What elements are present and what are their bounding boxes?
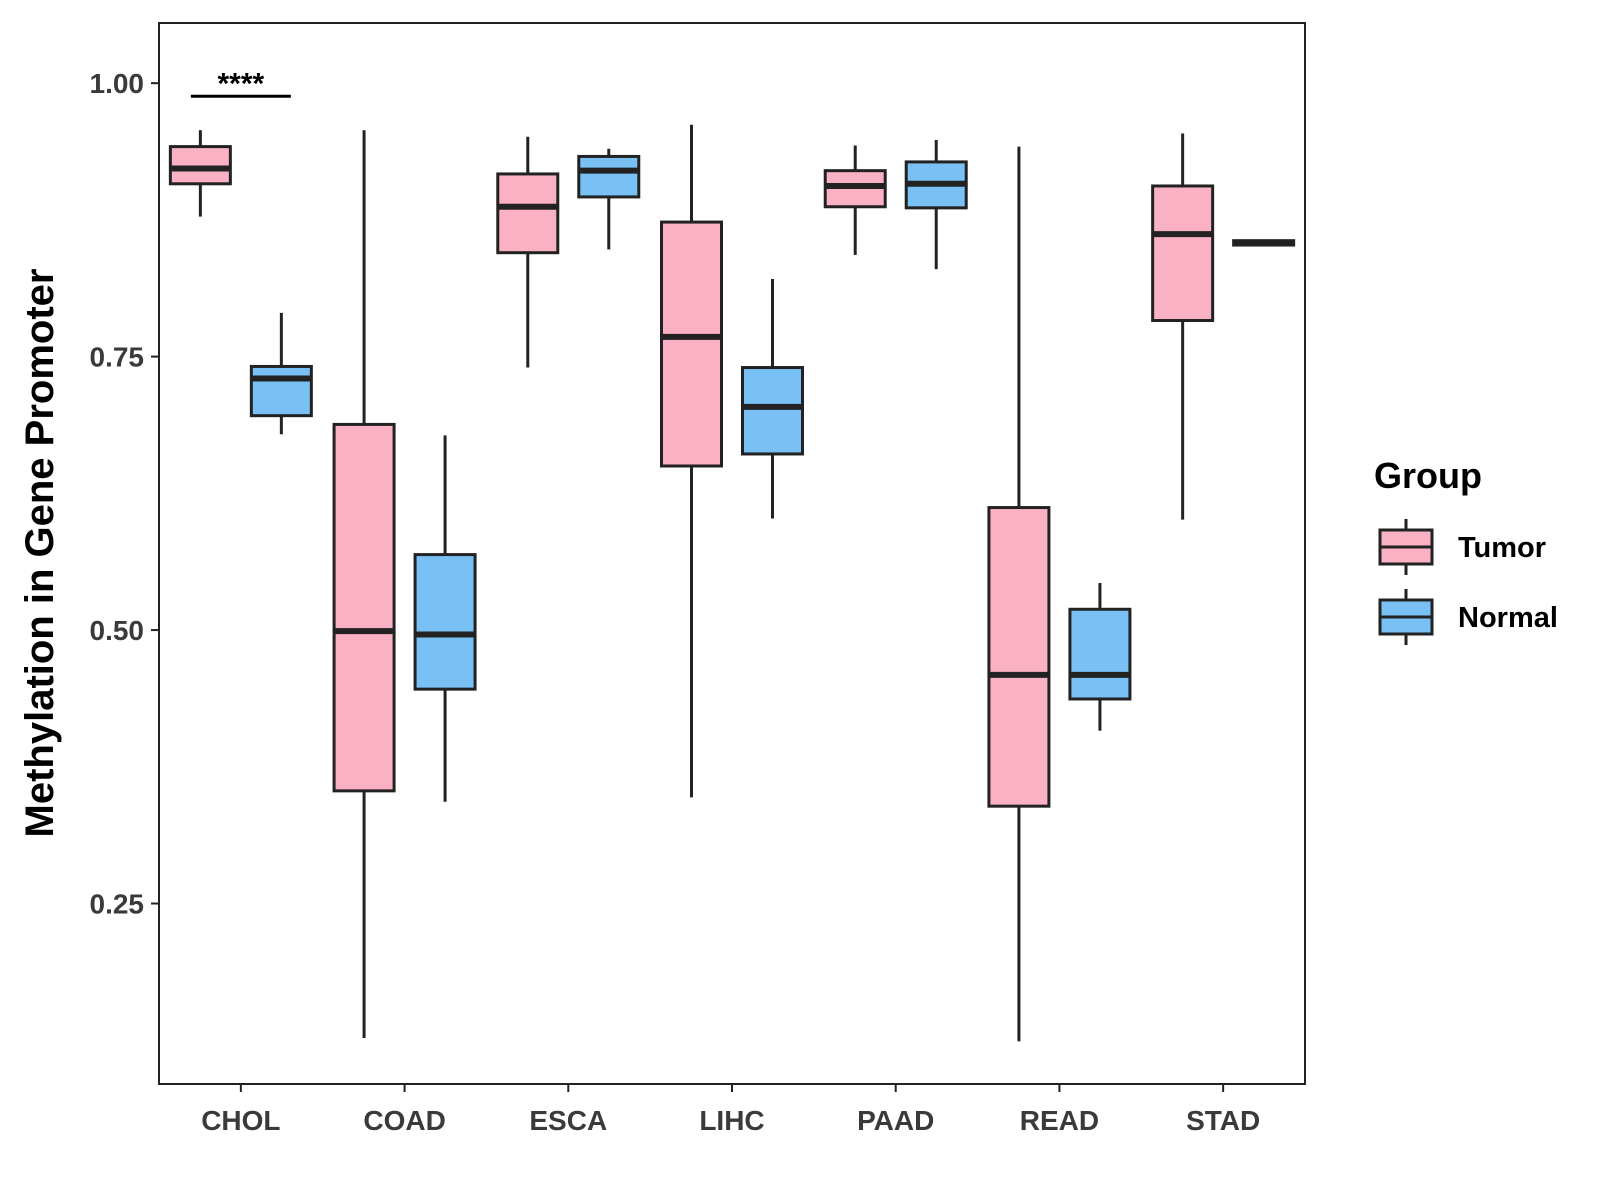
box-body [332,422,396,793]
y-tick-label: 0.50 [90,615,145,646]
y-axis-title: Methylation in Gene Promoter [18,269,62,838]
x-axis: CHOL COAD ESCA LIHC PAAD READ STAD [201,1084,1260,1136]
legend: Group Tumor Normal [1374,455,1558,645]
box-body [741,366,804,456]
box-tumor-coad [332,130,396,1039]
legend-label: Tumor [1458,532,1546,564]
box-body [1151,184,1215,323]
box-body [1068,607,1132,701]
legend-title: Group [1374,455,1482,496]
y-tick-label: 1.00 [90,68,145,99]
box-body [496,172,560,255]
box-normal-coad [413,435,477,802]
box-normal-read [1068,583,1132,731]
box-normal-lihc [741,278,804,519]
x-tick-label: ESCA [529,1105,607,1136]
x-tick-label: STAD [1186,1105,1260,1136]
box-tumor-chol [168,130,232,217]
box-tumor-stad [1151,133,1215,520]
y-tick-label: 0.25 [90,889,145,920]
x-tick-label: COAD [363,1105,445,1136]
legend-label: Normal [1458,602,1558,634]
boxes-layer [168,124,1296,1042]
x-tick-label: PAAD [857,1105,934,1136]
box-tumor-paad [823,145,887,255]
box-tumor-esca [496,136,560,368]
box-body [577,154,641,199]
legend-item-tumor: Tumor [1378,519,1546,575]
legend-keys: Tumor Normal [1378,519,1558,645]
x-tick-label: READ [1020,1105,1099,1136]
significance-annotation: **** [190,67,291,100]
plot-panel [158,22,1306,1085]
legend-item-normal: Normal [1378,589,1558,645]
box-body [413,553,477,691]
box-body [987,506,1051,808]
box-normal-paad [904,140,968,270]
y-tick-label: 0.75 [90,342,145,373]
box-tumor-lihc [660,124,723,798]
significance-label: **** [218,67,265,100]
box-normal-esca [577,148,641,250]
box-normal-stad [1232,239,1296,247]
box-normal-chol [249,312,313,435]
box-body [660,220,723,468]
x-tick-label: CHOL [201,1105,280,1136]
box-body [168,145,232,186]
x-tick-label: LIHC [699,1105,764,1136]
box-body [249,364,313,418]
y-axis: 0.25 0.50 0.75 1.00 [90,68,159,920]
box-tumor-read [987,146,1051,1042]
